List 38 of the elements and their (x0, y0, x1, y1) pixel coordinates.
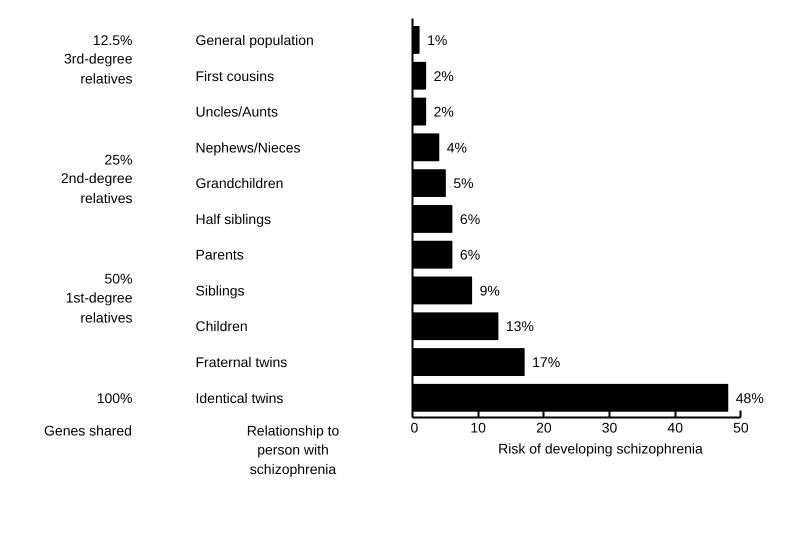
data-label: 1% (427, 32, 448, 48)
data-label: 5% (453, 175, 474, 192)
y-tick-label: Parents (196, 246, 244, 263)
x-tick-label: 0 (410, 420, 418, 436)
y-tick-label: Identical twins (196, 390, 284, 406)
text: 2nd-degree relatives (60, 170, 133, 206)
data-label: 2% (434, 68, 454, 84)
text: 25% (104, 151, 133, 168)
y-tick-label: General population (196, 32, 314, 48)
y-tick-label: Children (196, 318, 248, 334)
y-tick-label: Half siblings (196, 210, 271, 227)
y-tick-label: Nephews/Nieces (196, 139, 301, 156)
text: 50% (104, 270, 133, 287)
y-tick-label: Grandchildren (196, 175, 284, 192)
y-tick-label: Uncles/Aunts (196, 104, 278, 120)
y-tick-label: First cousins (196, 68, 274, 84)
data-label: 9% (480, 282, 500, 298)
x-tick-label: 10 (470, 420, 486, 436)
y-axis-title: Relationship to person with schizophrenia (246, 422, 340, 477)
data-label: 2% (434, 104, 454, 120)
data-label: 17% (532, 354, 560, 370)
text: 3rd-degree relatives (64, 50, 133, 87)
data-label: 6% (460, 246, 480, 263)
y-tick-label: Siblings (196, 282, 245, 298)
data-label: 6% (460, 210, 480, 227)
text: Genes shared (44, 422, 132, 438)
text: 12.5% (92, 32, 133, 48)
x-axis-title: Risk of developing schizophrenia (498, 440, 704, 456)
x-tick-label: 30 (602, 420, 618, 436)
x-tick-label: 50 (733, 420, 749, 436)
data-label: 13% (506, 318, 534, 334)
text: 100% (96, 390, 133, 406)
text: 1st-degree relatives (66, 289, 133, 326)
data-label: 4% (446, 139, 468, 156)
y-tick-label: Fraternal twins (196, 354, 288, 370)
x-tick-label: 40 (667, 420, 684, 436)
data-label: 48% (736, 390, 764, 406)
x-tick-label: 20 (536, 420, 552, 436)
